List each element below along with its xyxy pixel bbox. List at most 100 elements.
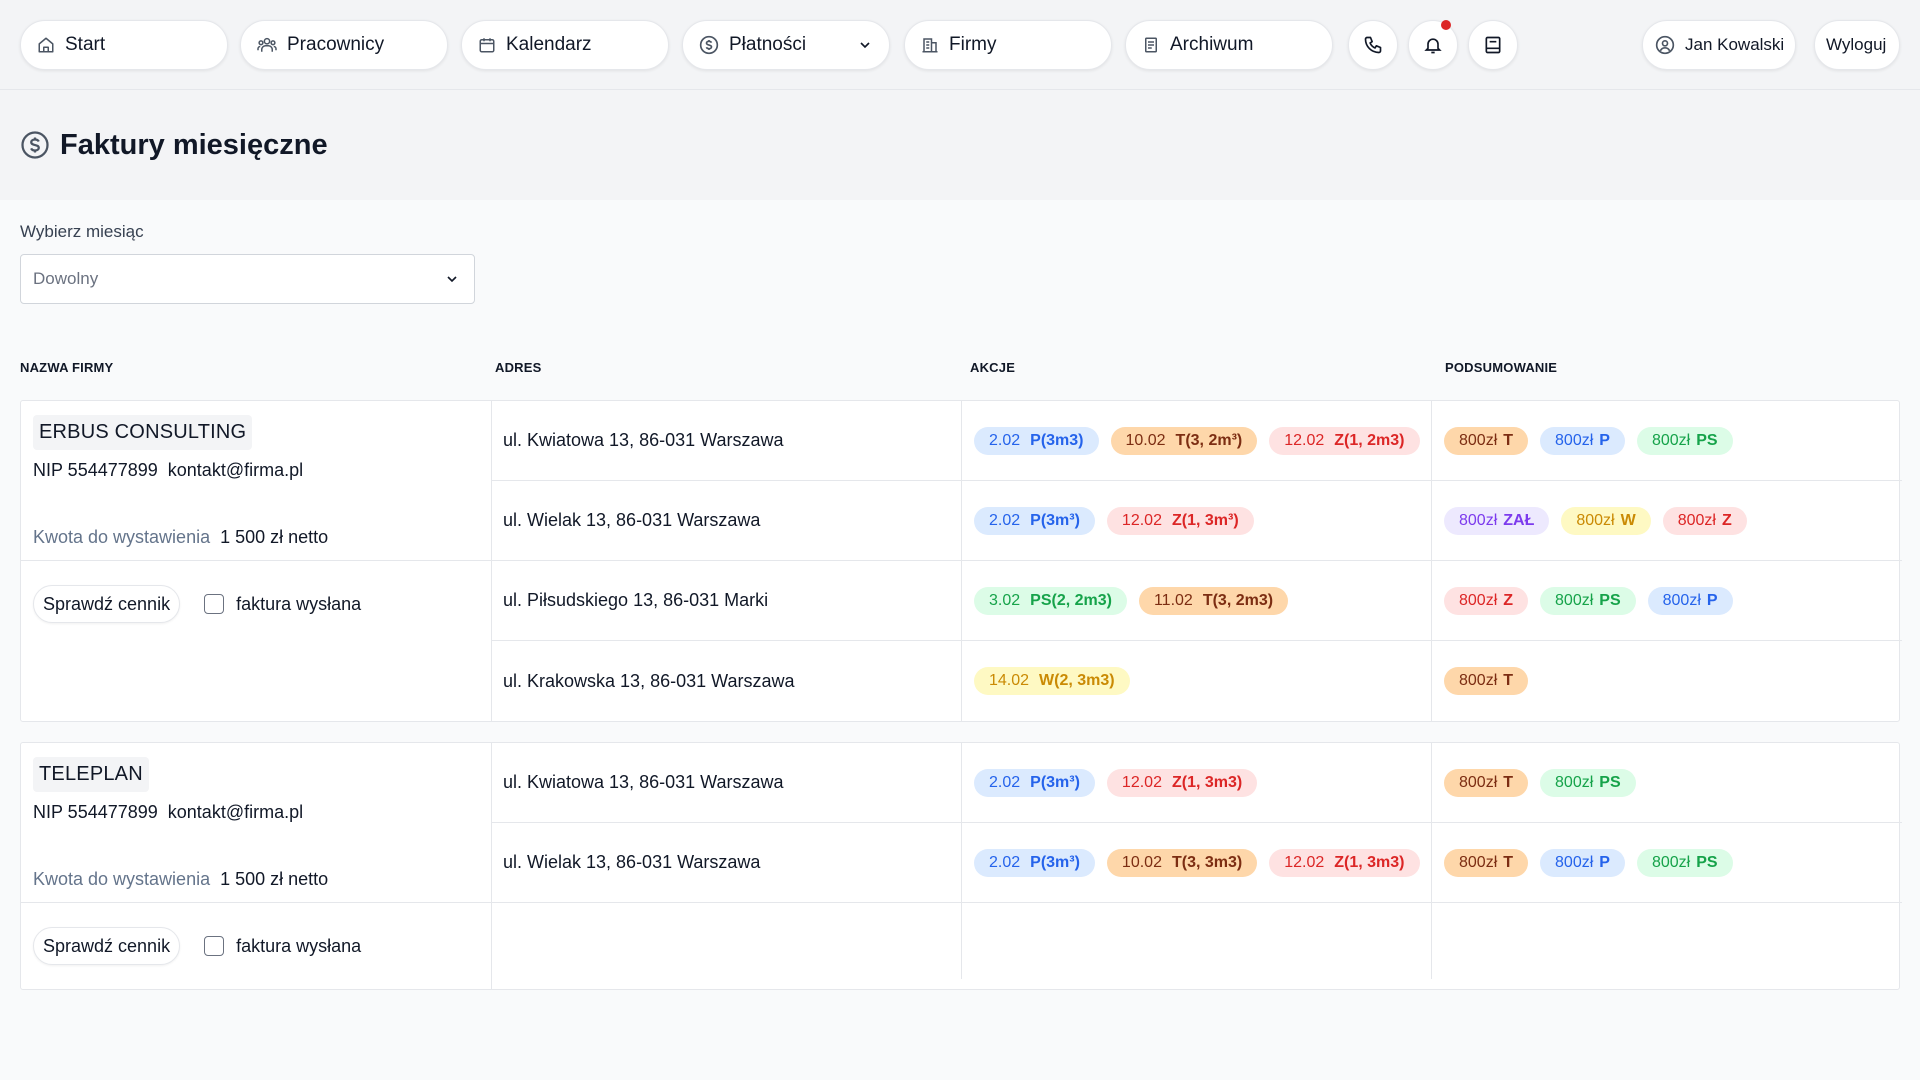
address-cell: ul. Wielak 13, 86-031 Warszawa	[492, 823, 962, 902]
actions-cell: 2.02 P(3m³) 12.02 Z(1, 3m3)	[962, 743, 1432, 822]
summary-badge: 800zł T	[1444, 426, 1529, 455]
invoice-sent-option[interactable]: faktura wysłana	[204, 936, 361, 957]
notebook-icon	[1485, 36, 1501, 54]
empty-row	[492, 903, 1902, 979]
summary-code: PS	[1599, 773, 1621, 791]
summary-badge: 800zł P	[1540, 426, 1625, 455]
action-badge[interactable]: 2.02 P(3m³)	[974, 768, 1095, 797]
summary-code: P	[1599, 431, 1610, 449]
summary-amount: 800zł	[1576, 511, 1615, 529]
company-info: ERBUS CONSULTING NIP 554477899 kontakt@fir…	[21, 401, 491, 561]
nav-archiwum-button[interactable]: Archiwum	[1125, 20, 1333, 70]
actions-cell: 2.02 P(3m3) 10.02 T(3, 2m³) 12.02 Z(1, 2m3)	[962, 401, 1432, 480]
nav-platnosci-dropdown[interactable]: Płatności	[682, 20, 890, 70]
actions-cell: 2.02 P(3m³) 10.02 T(3, 3m3) 12.02 Z(1, 3m3)	[962, 823, 1432, 902]
nav-pracownicy-label: Pracownicy	[287, 34, 385, 55]
user-profile-button[interactable]: Jan Kowalski	[1642, 20, 1796, 70]
nav-kalendarz-button[interactable]: Kalendarz	[461, 20, 669, 70]
dollar-circle-icon	[21, 131, 49, 159]
invoice-sent-label: faktura wysłana	[236, 593, 362, 614]
company-email: kontakt@firma.pl	[167, 802, 304, 822]
page-header: Faktury miesięczne	[0, 90, 1920, 200]
action-badge[interactable]: 2.02 P(3m³)	[974, 506, 1095, 535]
month-select[interactable]: Dowolny	[20, 254, 475, 304]
summary-cell: 800zł Z 800zł PS 800zł P	[1432, 561, 1902, 640]
action-badge[interactable]: 3.02 PS(2, 2m3)	[974, 586, 1127, 615]
notification-indicator	[1441, 20, 1451, 30]
nav-pracownicy-button[interactable]: Pracownicy	[240, 20, 448, 70]
company-name: TELEPLAN	[33, 757, 149, 792]
empty-cell	[1432, 903, 1902, 979]
action-badge[interactable]: 11.02 T(3, 2m3)	[1138, 586, 1289, 615]
column-header-address: ADRES	[495, 359, 542, 375]
chevron-down-icon	[447, 276, 457, 283]
action-badge[interactable]: 2.02 P(3m³)	[974, 848, 1095, 877]
action-code: PS(2, 2m3)	[1030, 591, 1112, 609]
table-header: NAZWA FIRMY ADRES AKCJE PODSUMOWANIE	[20, 304, 1900, 400]
invoice-sent-option[interactable]: faktura wysłana	[204, 594, 361, 615]
chevron-down-icon	[860, 42, 870, 49]
action-badge[interactable]: 12.02 Z(1, 3m³)	[1106, 506, 1254, 535]
address-rows: ul. Kwiatowa 13, 86-031 Warszawa 2.02 P(3m…	[492, 401, 1902, 721]
check-pricing-button[interactable]: Sprawdź cennik	[33, 585, 181, 623]
column-header-summary: PODSUMOWANIE	[1445, 359, 1558, 375]
company-name: ERBUS CONSULTING	[33, 415, 253, 450]
summary-amount: 800zł	[1459, 431, 1498, 449]
table-row: ul. Wielak 13, 86-031 Warszawa 2.02 P(3m³)…	[492, 823, 1902, 903]
action-badge[interactable]: 10.02 T(3, 2m³)	[1110, 426, 1258, 455]
amount-label: Kwota do wystawienia	[33, 527, 211, 547]
action-date: 12.02	[1284, 431, 1325, 449]
summary-amount: 800zł	[1651, 431, 1691, 449]
nav-start-label: Start	[65, 34, 106, 55]
phone-button[interactable]	[1348, 20, 1398, 70]
summary-cell: 800zł T 800zł P 800zł PS	[1432, 401, 1902, 480]
action-date: 12.02	[1284, 853, 1325, 871]
nav-archiwum-label: Archiwum	[1170, 34, 1254, 55]
invoice-sent-checkbox[interactable]	[204, 936, 225, 956]
table-row: ul. Piłsudskiego 13, 86-031 Marki 3.02 PS(…	[492, 561, 1902, 641]
action-badge[interactable]: 10.02 T(3, 3m3)	[1106, 848, 1258, 877]
archive-document-icon	[1145, 37, 1157, 53]
notifications-button[interactable]	[1408, 20, 1458, 70]
summary-code: P	[1599, 853, 1610, 871]
summary-amount: 800zł	[1662, 591, 1701, 609]
summary-code: Z	[1721, 511, 1732, 529]
action-code: P(3m3)	[1030, 431, 1084, 449]
action-date: 10.02	[1121, 853, 1162, 871]
company-block: TELEPLAN NIP 554477899 kontakt@firma.pl Kwo…	[20, 742, 1902, 990]
company-contact: NIP 554477899 kontakt@firma.pl	[33, 802, 479, 823]
company-actions: Sprawdź cennik faktura wysłana	[21, 903, 491, 989]
summary-amount: 800zł	[1459, 773, 1498, 791]
action-code: W(2, 3m3)	[1039, 672, 1115, 689]
building-icon	[922, 38, 938, 53]
invoice-sent-checkbox[interactable]	[204, 594, 225, 614]
summary-badge: 800zł PS	[1540, 768, 1636, 797]
summary-amount: 800zł	[1459, 511, 1498, 529]
summary-badge: 800zł P	[1540, 848, 1625, 877]
nav-kalendarz-label: Kalendarz	[506, 34, 592, 55]
logout-button[interactable]: Wyloguj	[1814, 20, 1900, 70]
amount-value: 1 500 zł netto	[220, 869, 329, 889]
invoice-sent-label: faktura wysłana	[236, 935, 362, 956]
action-badge[interactable]: 12.02 Z(1, 3m3)	[1106, 768, 1258, 797]
summary-badge: 800zł T	[1444, 667, 1529, 695]
check-pricing-button[interactable]: Sprawdź cennik	[33, 927, 181, 965]
amount-row: Kwota do wystawienia 1 500 zł netto	[33, 527, 479, 561]
action-badge[interactable]: 14.02 W(2, 3m3)	[974, 667, 1130, 695]
summary-code: PS	[1696, 431, 1718, 449]
summary-badge: 800zł W	[1561, 506, 1651, 535]
home-icon	[38, 37, 54, 53]
summary-amount: 800zł	[1555, 431, 1594, 449]
action-code: T(3, 2m3)	[1202, 591, 1274, 609]
nav-firmy-button[interactable]: Firmy	[904, 20, 1112, 70]
action-date: 14.02	[989, 672, 1030, 689]
action-badge[interactable]: 12.02 Z(1, 2m3)	[1269, 426, 1420, 455]
company-list: ERBUS CONSULTING NIP 554477899 kontakt@fir…	[20, 400, 1902, 990]
notes-button[interactable]	[1468, 20, 1518, 70]
action-code: P(3m³)	[1030, 853, 1080, 871]
action-code: T(3, 3m3)	[1171, 853, 1243, 871]
nav-start-button[interactable]: Start	[20, 20, 228, 70]
action-badge[interactable]: 2.02 P(3m3)	[974, 426, 1099, 455]
table-row: ul. Krakowska 13, 86-031 Warszawa 14.02 W(…	[492, 641, 1902, 721]
action-badge[interactable]: 12.02 Z(1, 3m3)	[1269, 848, 1420, 877]
